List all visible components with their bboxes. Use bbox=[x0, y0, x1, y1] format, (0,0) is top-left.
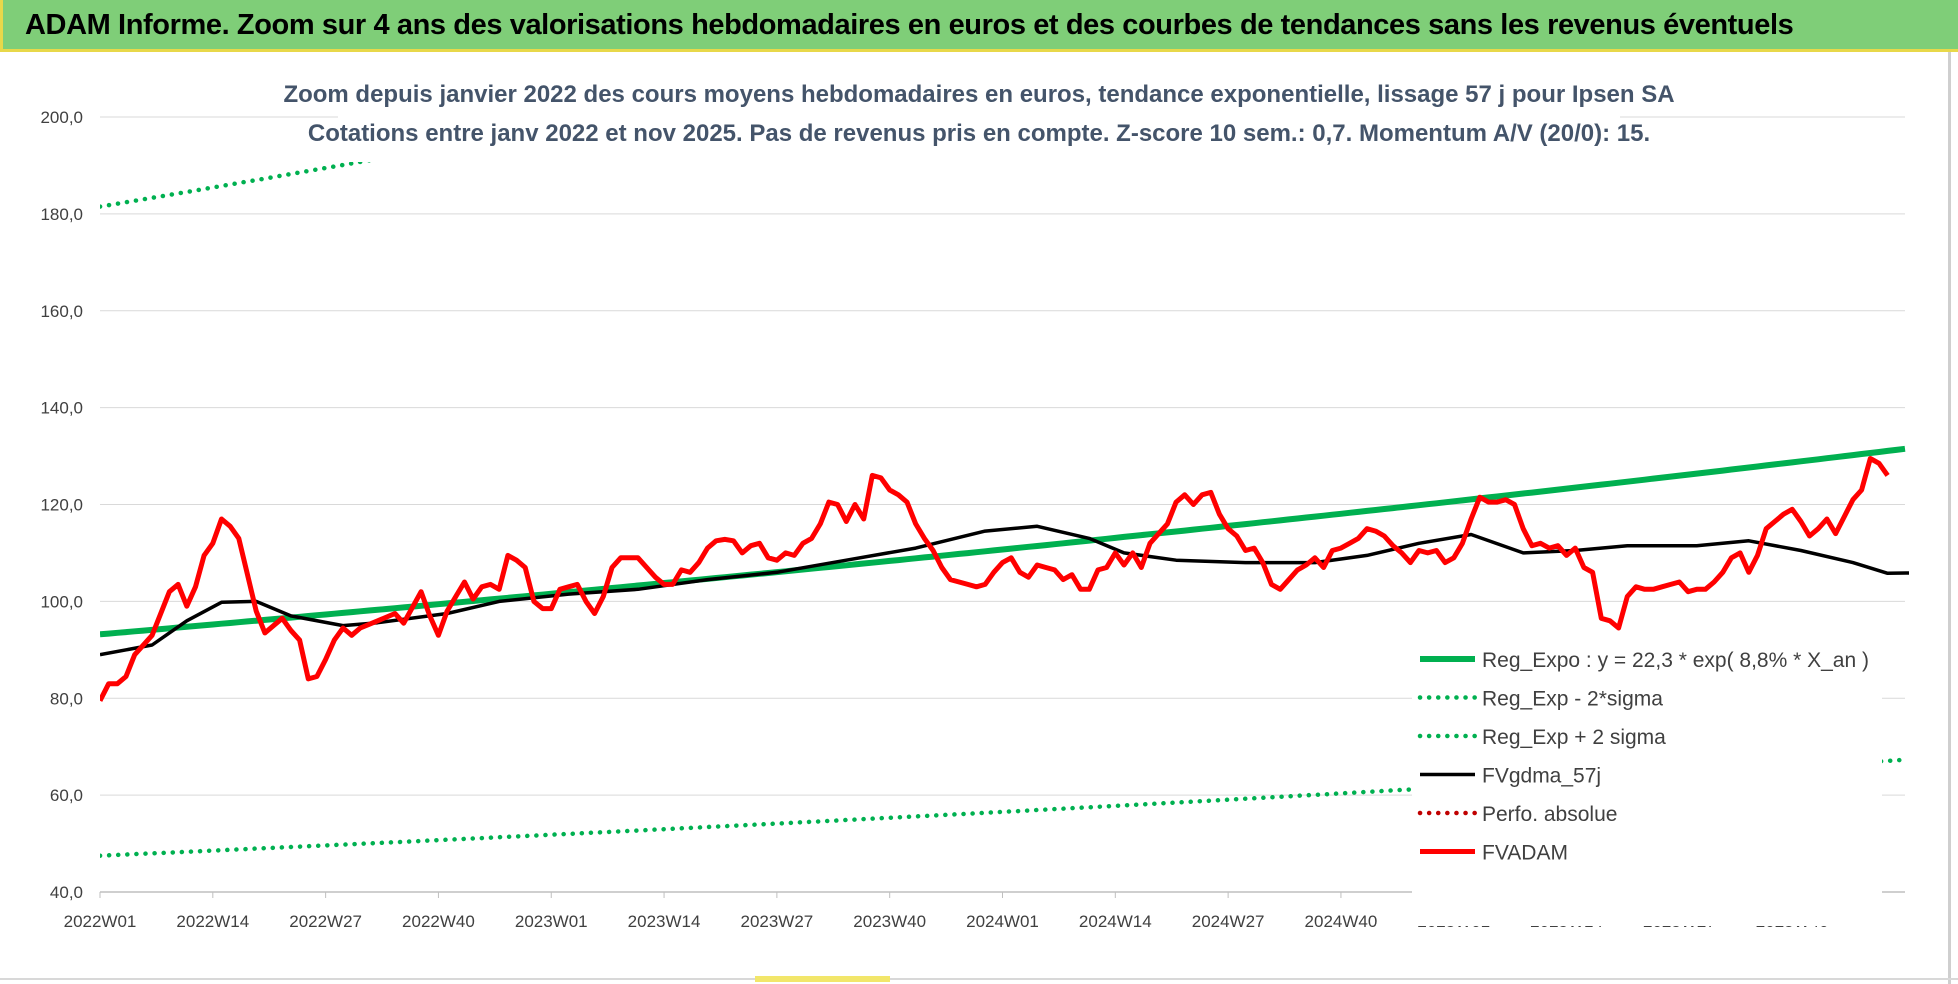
x-tick-label: 2023W40 bbox=[853, 912, 926, 931]
y-tick-label: 40,0 bbox=[50, 883, 83, 902]
legend-label: FVADAM bbox=[1482, 842, 1568, 865]
x-tick-label: 2024W14 bbox=[1079, 912, 1152, 931]
y-tick-label: 120,0 bbox=[40, 496, 83, 515]
series-lines bbox=[100, 115, 1909, 858]
legend-label: Perfo. absolue bbox=[1482, 803, 1617, 826]
chart-title-line-2: Cotations entre janv 2022 et nov 2025. P… bbox=[308, 120, 1650, 147]
y-tick-label: 100,0 bbox=[40, 592, 83, 611]
series-line-3 bbox=[100, 524, 1909, 657]
legend-label: FVgdma_57j bbox=[1482, 765, 1601, 788]
report-title: ADAM Informe. Zoom sur 4 ans des valoris… bbox=[25, 9, 1794, 41]
x-tick-label: 2024W01 bbox=[966, 912, 1039, 931]
x-tick-label: 2022W40 bbox=[402, 912, 475, 931]
x-tick-label: 2022W01 bbox=[64, 912, 137, 931]
x-tick-label: 2024W27 bbox=[1192, 912, 1265, 931]
x-tick-label: 2023W27 bbox=[740, 912, 813, 931]
legend-label: Reg_Expo : y = 22,3 * exp( 8,8% * X_an ) bbox=[1482, 649, 1869, 672]
y-tick-label: 140,0 bbox=[40, 399, 83, 418]
x-tick-label: 2023W14 bbox=[628, 912, 701, 931]
y-tick-label: 60,0 bbox=[50, 786, 83, 805]
series-line-5 bbox=[100, 456, 1890, 702]
series-line-1 bbox=[100, 757, 1908, 858]
y-tick-label: 200,0 bbox=[40, 108, 83, 127]
legend-label: Reg_Exp - 2*sigma bbox=[1482, 688, 1663, 711]
frame-accent-mark bbox=[755, 976, 890, 982]
y-axis-tick-labels: 40,0 60,0 80,0 100,0 120,0 140,0 160,0 180,0 200… bbox=[40, 108, 83, 902]
frame-bottom-border bbox=[0, 978, 1958, 980]
legend-background bbox=[1412, 636, 1882, 926]
series-line-0 bbox=[100, 445, 1906, 638]
legend-label: Reg_Exp + 2 sigma bbox=[1482, 726, 1666, 749]
line-chart: 40,0 60,0 80,0 100,0 120,0 140,0 160,0 180,0 200… bbox=[40, 70, 1909, 931]
x-tick-label: 2022W27 bbox=[289, 912, 362, 931]
title-banner: ADAM Informe. Zoom sur 4 ans des valoris… bbox=[0, 0, 1958, 52]
chart-title-background bbox=[338, 70, 1620, 162]
y-tick-label: 180,0 bbox=[40, 205, 83, 224]
chart-title-line-1: Zoom depuis janvier 2022 des cours moyen… bbox=[283, 81, 1674, 108]
y-tick-label: 160,0 bbox=[40, 302, 83, 321]
x-tick-label: 2022W14 bbox=[176, 912, 249, 931]
y-tick-label: 80,0 bbox=[50, 689, 83, 708]
x-tick-label: 2023W01 bbox=[515, 912, 588, 931]
chart-legend: Reg_Expo : y = 22,3 * exp( 8,8% * X_an )… bbox=[1412, 636, 1882, 926]
frame-right-border bbox=[1948, 52, 1951, 984]
x-tick-label: 2024W40 bbox=[1305, 912, 1378, 931]
